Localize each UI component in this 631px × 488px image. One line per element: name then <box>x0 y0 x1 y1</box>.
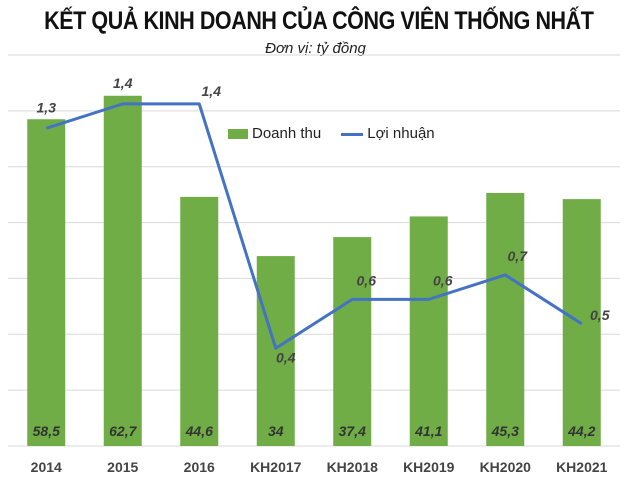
bar-data-label: 44,6 <box>185 423 213 439</box>
bar-doanh-thu <box>180 196 219 446</box>
x-tick-label: KH2021 <box>556 459 608 475</box>
bar-data-label: 41,1 <box>414 423 442 439</box>
bar-data-label: 37,4 <box>339 423 366 439</box>
chart-subtitle: Đơn vị: tỷ đồng <box>265 40 366 57</box>
legend-label-loi-nhuan: Lợi nhuận <box>367 125 435 142</box>
line-data-label: 1,3 <box>37 99 57 115</box>
bar-data-label: 58,5 <box>33 423 60 439</box>
bar-doanh-thu <box>27 119 66 446</box>
x-tick-label: 2014 <box>31 459 62 475</box>
bar-doanh-thu <box>333 237 372 446</box>
bar-doanh-thu <box>256 256 295 446</box>
line-loi-nhuan <box>45 102 583 350</box>
line-data-label: 0,6 <box>357 272 377 288</box>
x-tick-label: 2015 <box>107 459 138 475</box>
legend-swatch-doanh-thu <box>228 129 248 139</box>
bar-data-label: 34 <box>268 423 284 439</box>
legend: Doanh thu Lợi nhuận <box>228 125 435 143</box>
bar-data-label: 44,2 <box>567 423 595 439</box>
bar-doanh-thu <box>103 95 142 447</box>
line-data-label: 1,4 <box>113 75 133 91</box>
bar-data-label: 62,7 <box>109 423 137 439</box>
x-tick-label: KH2020 <box>480 459 532 475</box>
x-tick-label: KH2017 <box>250 459 302 475</box>
legend-swatch-loi-nhuan <box>341 132 364 136</box>
x-tick-label: KH2018 <box>327 459 379 475</box>
line-data-label: 1,4 <box>202 83 222 99</box>
x-tick-label: KH2019 <box>403 459 455 475</box>
bar-doanh-thu <box>409 216 448 446</box>
line-data-label: 0,7 <box>508 248 529 264</box>
line-data-label: 0,5 <box>590 307 610 323</box>
chart-title: KẾT QUẢ KINH DOANH CỦA CÔNG VIÊN THỐNG N… <box>44 7 594 35</box>
line-data-label: 0,4 <box>276 349 296 365</box>
x-tick-label: 2016 <box>184 459 215 475</box>
bar-doanh-thu <box>486 192 525 446</box>
legend-label-doanh-thu: Doanh thu <box>252 125 322 142</box>
bar-data-label: 45,3 <box>491 423 519 439</box>
line-data-label: 0,6 <box>433 272 453 288</box>
